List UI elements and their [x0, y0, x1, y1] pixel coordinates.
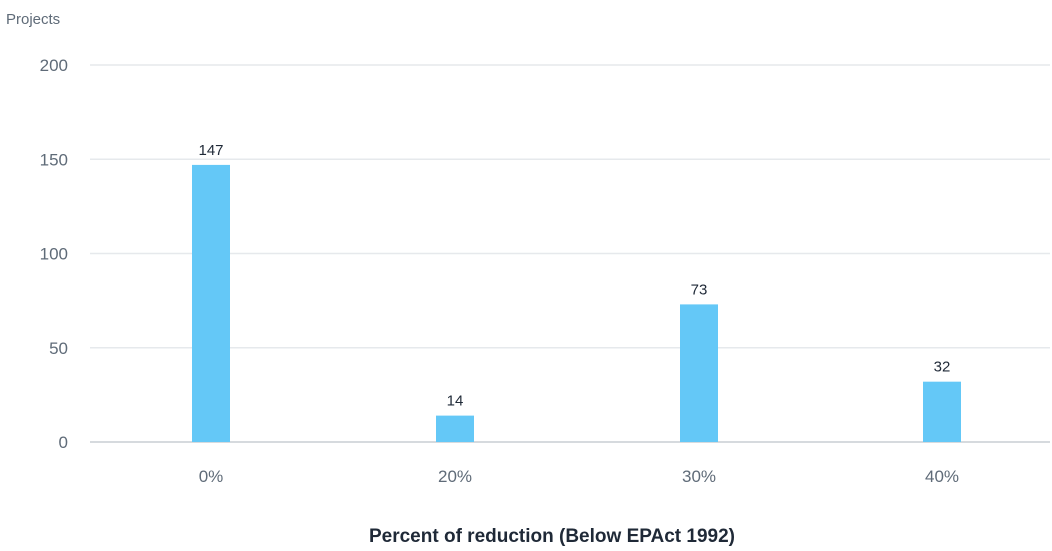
- bar: [680, 304, 718, 442]
- y-axis-title: Projects: [6, 11, 60, 28]
- y-tick-label: 0: [59, 433, 68, 452]
- bar: [923, 381, 961, 442]
- data-label: 147: [198, 142, 223, 159]
- y-tick-label: 150: [40, 150, 68, 169]
- data-labels: 147 14 73 32: [198, 142, 950, 410]
- bar: [192, 164, 230, 442]
- gridlines: [90, 64, 1050, 443]
- x-tick-label: 0%: [199, 467, 224, 486]
- y-tick-label: 100: [40, 245, 68, 264]
- data-label: 73: [691, 281, 708, 298]
- x-tick-label: 30%: [682, 467, 716, 486]
- y-tick-label: 200: [40, 56, 68, 75]
- data-label: 14: [447, 393, 464, 410]
- x-tick-label: 40%: [925, 467, 959, 486]
- x-tick-label: 20%: [438, 467, 472, 486]
- bar: [436, 415, 474, 442]
- x-axis-ticks: 0% 20% 30% 40%: [199, 467, 959, 486]
- y-axis-ticks: 0 50 100 150 200: [40, 56, 68, 452]
- x-axis-title: Percent of reduction (Below EPAct 1992): [369, 526, 735, 546]
- y-tick-label: 50: [49, 339, 68, 358]
- bars: [192, 164, 961, 442]
- data-label: 32: [934, 359, 951, 376]
